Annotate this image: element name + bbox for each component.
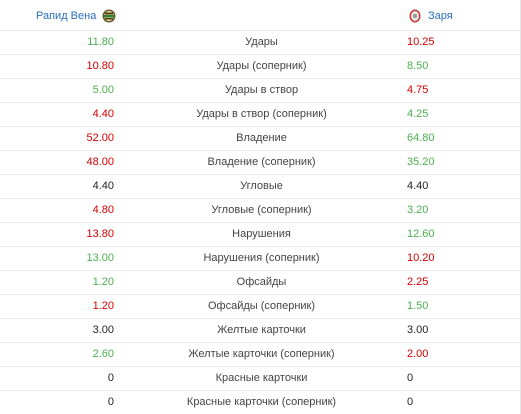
- stats-table: 11.80 Удары 10.25 10.80 Удары (соперник) 8.50…: [0, 31, 520, 414]
- home-stat-value: 13.80: [86, 228, 114, 240]
- stat-label: Нарушения: [232, 228, 291, 240]
- home-stat-value: 4.40: [92, 108, 114, 120]
- away-stat-value: 10.25: [407, 36, 435, 48]
- away-stat-value: 12.60: [407, 228, 435, 240]
- away-stat-value: 35.20: [407, 156, 435, 168]
- away-stat-value: 2.00: [407, 348, 429, 360]
- home-stat-value: 13.00: [86, 252, 114, 264]
- home-stat-value: 11.80: [87, 36, 114, 48]
- stat-row: 48.00 Владение (соперник) 35.20: [0, 151, 520, 175]
- stat-label: Удары в створ: [224, 84, 299, 96]
- away-stat-value: 0: [407, 396, 414, 408]
- stat-row: 13.80 Нарушения 12.60: [0, 223, 520, 247]
- stat-label: Желтые карточки: [217, 324, 306, 336]
- home-stat-value: 2.60: [92, 348, 114, 360]
- stat-label: Угловые: [240, 180, 283, 192]
- home-stat-value: 1.20: [92, 276, 114, 288]
- away-team[interactable]: Заря: [408, 9, 453, 23]
- zorya-crest-icon: [408, 9, 422, 23]
- home-stat-value: 52.00: [86, 132, 114, 144]
- home-stat-value: 5.00: [92, 84, 114, 96]
- rapid-wien-crest-icon: [102, 9, 116, 23]
- away-stat-value: 2.25: [407, 276, 429, 288]
- home-stat-value: 4.80: [92, 204, 114, 216]
- away-stat-value: 1.50: [407, 300, 429, 312]
- stat-row: 1.20 Офсайды 2.25: [0, 271, 520, 295]
- away-stat-value: 3.00: [407, 324, 429, 336]
- away-stat-value: 64.80: [407, 132, 435, 144]
- home-stat-value: 48.00: [86, 156, 114, 168]
- stat-row: 5.00 Удары в створ 4.75: [0, 79, 520, 103]
- stat-label: Нарушения (соперник): [203, 252, 320, 264]
- away-stat-value: 10.20: [407, 252, 435, 264]
- stat-label: Желтые карточки (соперник): [188, 348, 335, 360]
- stat-label: Владение: [236, 132, 287, 144]
- stat-label: Удары в створ (соперник): [196, 108, 327, 120]
- away-team-name[interactable]: Заря: [428, 10, 453, 22]
- away-stat-value: 4.25: [407, 108, 429, 120]
- stat-row: 4.40 Угловые 4.40: [0, 175, 520, 199]
- teams-header: Рапид Вена Заря: [0, 0, 520, 31]
- away-stat-value: 8.50: [407, 60, 429, 72]
- stat-label: Угловые (соперник): [211, 204, 312, 216]
- stat-label: Красные карточки: [215, 372, 308, 384]
- away-stat-value: 4.75: [407, 84, 429, 96]
- stat-row: 4.80 Угловые (соперник) 3.20: [0, 199, 520, 223]
- home-stat-value: 3.00: [92, 324, 114, 336]
- stat-label: Офсайды (соперник): [207, 300, 316, 312]
- home-team[interactable]: Рапид Вена: [36, 9, 116, 23]
- stat-row: 11.80 Удары 10.25: [0, 31, 520, 55]
- stat-row: 4.40 Удары в створ (соперник) 4.25: [0, 103, 520, 127]
- stat-label: Красные карточки (соперник): [186, 396, 337, 408]
- stat-row: 1.20 Офсайды (соперник) 1.50: [0, 295, 520, 319]
- away-stat-value: 0: [407, 372, 414, 384]
- stat-row: 2.60 Желтые карточки (соперник) 2.00: [0, 343, 520, 367]
- away-stat-value: 4.40: [407, 180, 429, 192]
- stat-label: Удары (соперник): [216, 60, 307, 72]
- stat-row: 0 Красные карточки (соперник) 0: [0, 391, 520, 414]
- stat-row: 10.80 Удары (соперник) 8.50: [0, 55, 520, 79]
- home-stat-value: 0: [107, 372, 114, 384]
- home-stat-value: 10.80: [86, 60, 114, 72]
- home-stat-value: 4.40: [92, 180, 114, 192]
- stat-label: Удары: [245, 36, 278, 48]
- stat-row: 52.00 Владение 64.80: [0, 127, 520, 151]
- away-stat-value: 3.20: [407, 204, 429, 216]
- stat-label: Владение (соперник): [207, 156, 316, 168]
- stat-label: Офсайды: [236, 276, 287, 288]
- stat-row: 3.00 Желтые карточки 3.00: [0, 319, 520, 343]
- stat-row: 13.00 Нарушения (соперник) 10.20: [0, 247, 520, 271]
- stat-row: 0 Красные карточки 0: [0, 367, 520, 391]
- home-team-name[interactable]: Рапид Вена: [36, 10, 97, 22]
- home-stat-value: 1.20: [92, 300, 114, 312]
- home-stat-value: 0: [107, 396, 114, 408]
